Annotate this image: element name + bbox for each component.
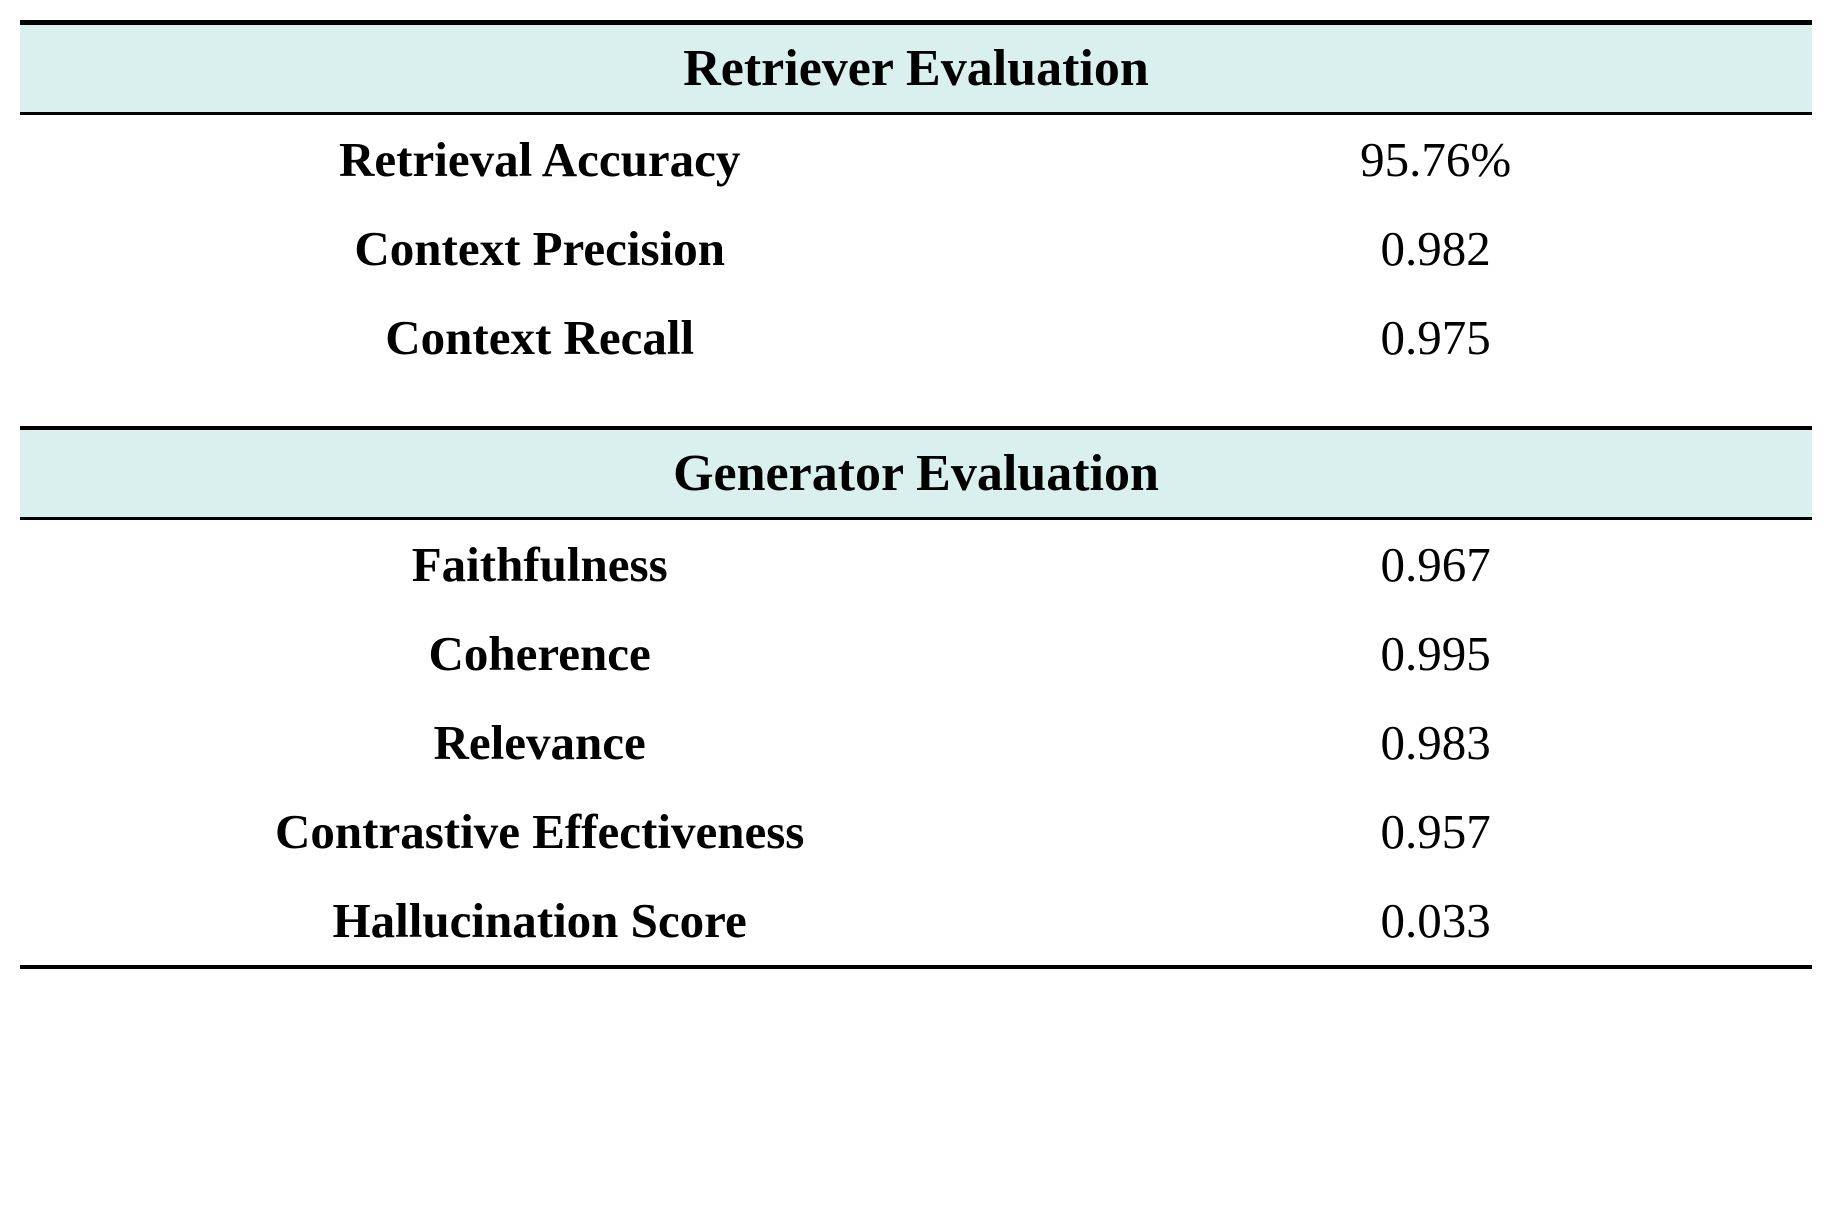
metric-value: 95.76% — [1059, 131, 1812, 188]
table-row: Contrastive Effectiveness 0.957 — [20, 787, 1812, 876]
table-row: Retrieval Accuracy 95.76% — [20, 115, 1812, 204]
table-row: Relevance 0.983 — [20, 698, 1812, 787]
metric-label: Hallucination Score — [20, 892, 1059, 949]
section-title: Generator Evaluation — [673, 445, 1159, 502]
section-header-generator: Generator Evaluation — [20, 426, 1812, 517]
metric-label: Faithfulness — [20, 536, 1059, 593]
metric-label: Relevance — [20, 714, 1059, 771]
metric-label: Contrastive Effectiveness — [20, 803, 1059, 860]
table-row: Context Precision 0.982 — [20, 204, 1812, 293]
metric-value: 0.033 — [1059, 892, 1812, 949]
metric-value: 0.957 — [1059, 803, 1812, 860]
metric-label: Context Precision — [20, 220, 1059, 277]
metric-label: Retrieval Accuracy — [20, 131, 1059, 188]
table-row: Faithfulness 0.967 — [20, 520, 1812, 609]
metric-value: 0.982 — [1059, 220, 1812, 277]
metric-value: 0.975 — [1059, 309, 1812, 366]
metric-label: Coherence — [20, 625, 1059, 682]
metric-value: 0.967 — [1059, 536, 1812, 593]
metric-value: 0.995 — [1059, 625, 1812, 682]
section-header-retriever: Retriever Evaluation — [20, 20, 1812, 112]
metric-label: Context Recall — [20, 309, 1059, 366]
section-gap — [20, 382, 1812, 426]
section-title: Retriever Evaluation — [683, 40, 1149, 97]
table-row: Context Recall 0.975 — [20, 293, 1812, 382]
evaluation-table: Retriever Evaluation Retrieval Accuracy … — [20, 20, 1812, 969]
table-row: Coherence 0.995 — [20, 609, 1812, 698]
table-row: Hallucination Score 0.033 — [20, 876, 1812, 969]
metric-value: 0.983 — [1059, 714, 1812, 771]
